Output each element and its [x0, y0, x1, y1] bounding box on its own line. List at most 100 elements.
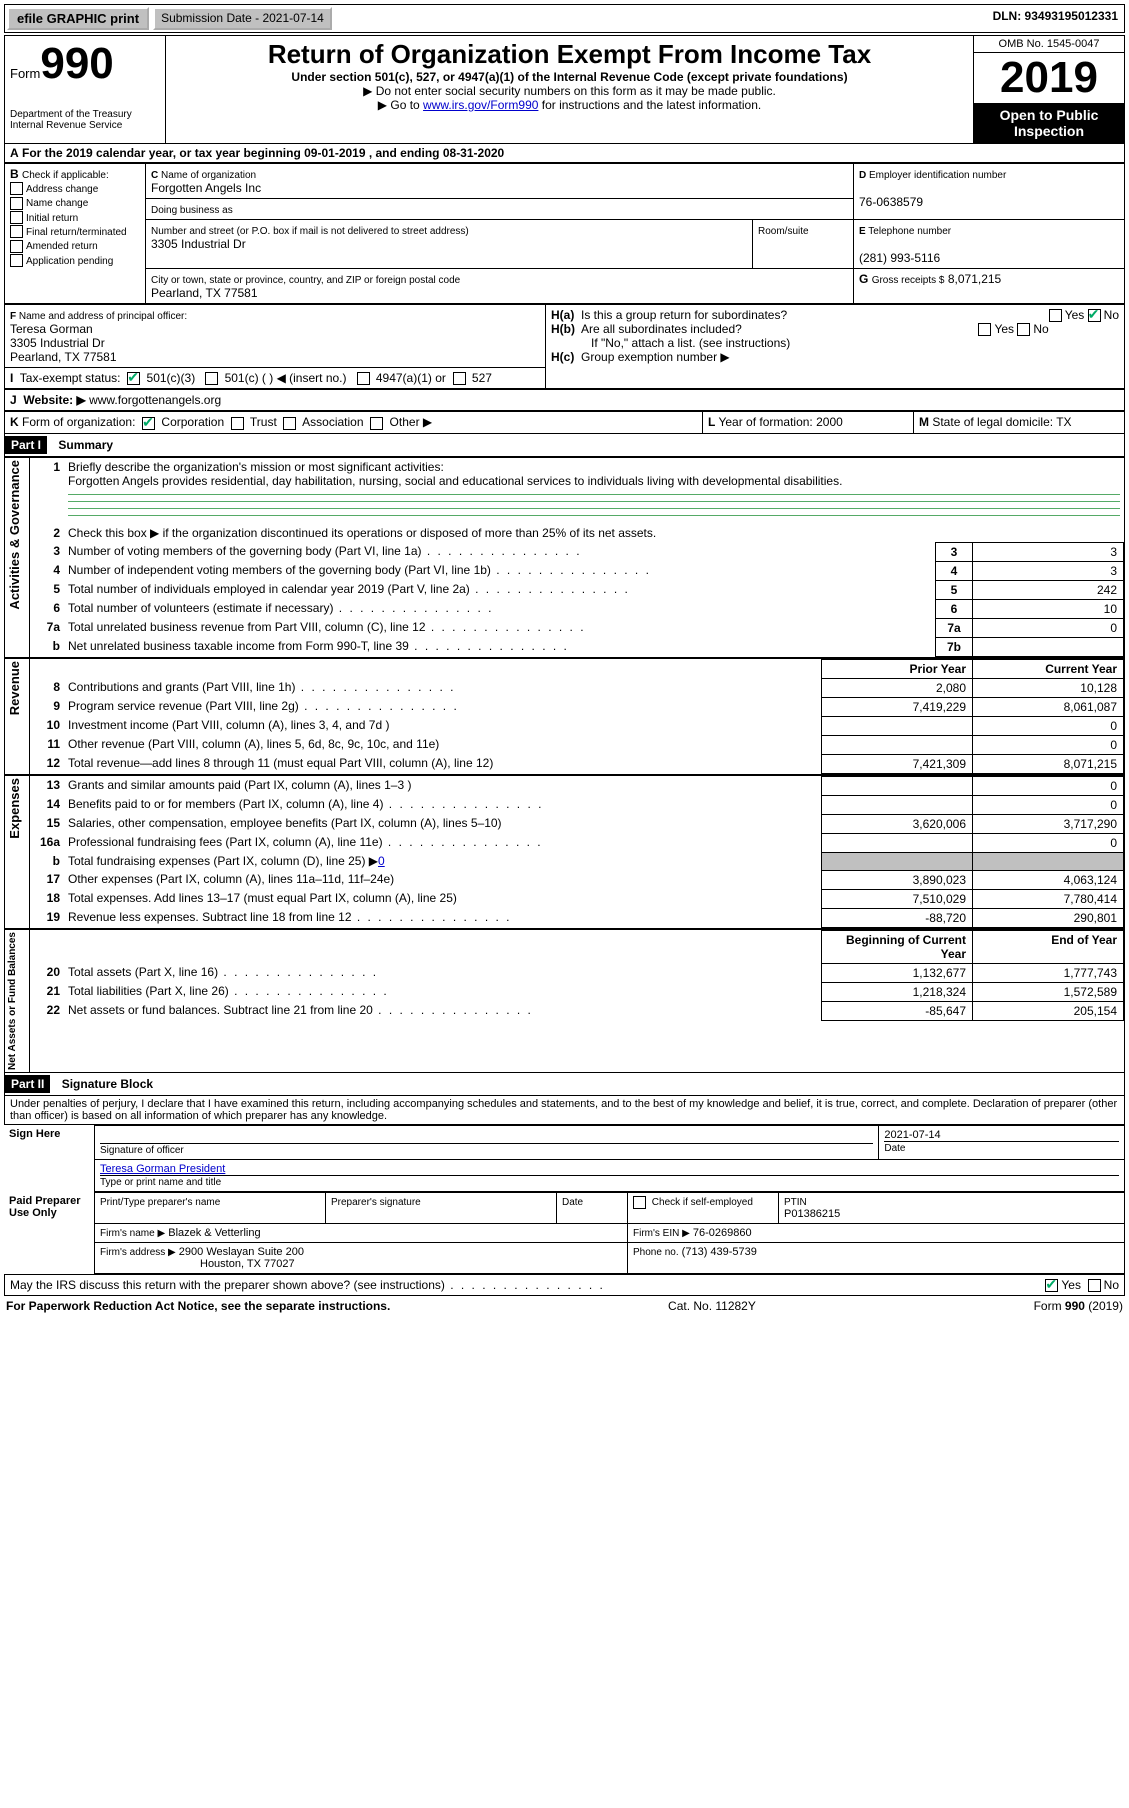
line5-val: 242: [973, 580, 1124, 599]
firm-addr2: Houston, TX 77027: [100, 1258, 295, 1270]
line5-desc: Total number of individuals employed in …: [64, 580, 936, 599]
check-address-change[interactable]: [10, 182, 23, 195]
ssn-notice: ▶ Do not enter social security numbers o…: [171, 84, 968, 98]
typed-name[interactable]: Teresa Gorman President: [100, 1163, 225, 1175]
firm-name: Blazek & Vetterling: [168, 1227, 260, 1239]
header-info-block: B Check if applicable: Address change Na…: [4, 163, 1125, 304]
line7a-desc: Total unrelated business revenue from Pa…: [64, 618, 936, 637]
prep-name-label: Print/Type preparer's name: [100, 1197, 220, 1208]
prep-date-label: Date: [562, 1197, 583, 1208]
f-label: Name and address of principal officer:: [19, 311, 187, 322]
check-name-change[interactable]: [10, 197, 23, 210]
form-word: Form: [10, 66, 40, 81]
city-value: Pearland, TX 77581: [151, 286, 258, 300]
i-501c3[interactable]: [127, 372, 140, 385]
topbar: efile GRAPHIC print Submission Date - 20…: [4, 4, 1125, 33]
efile-print-button[interactable]: efile GRAPHIC print: [7, 7, 149, 30]
l-label: Year of formation:: [718, 415, 812, 429]
c-name-label: Name of organization: [161, 170, 256, 181]
m-label: State of legal domicile:: [932, 415, 1053, 429]
phone-value: (281) 993-5116: [859, 251, 940, 265]
b-label: Check if applicable:: [22, 170, 109, 181]
q2-label: Check this box ▶ if the organization dis…: [68, 526, 656, 540]
city-label: City or town, state or province, country…: [151, 275, 460, 286]
perjury-declaration: Under penalties of perjury, I declare th…: [4, 1096, 1125, 1125]
typed-label: Type or print name and title: [100, 1177, 221, 1188]
footer-catno: Cat. No. 11282Y: [668, 1299, 756, 1313]
k-l-m-row: K Form of organization: Corporation Trus…: [4, 411, 1125, 433]
line7b-val: [973, 637, 1124, 656]
officer-addr2: Pearland, TX 77581: [10, 350, 117, 364]
sign-here-label: Sign Here: [4, 1125, 95, 1191]
col-prior: Prior Year: [822, 659, 973, 678]
part1-title: Summary: [50, 438, 113, 452]
gross-receipts: 8,071,215: [948, 272, 1001, 286]
tax-year: 2019: [974, 53, 1124, 103]
side-netassets: Net Assets or Fund Balances: [5, 930, 20, 1072]
line7b-desc: Net unrelated business taxable income fr…: [64, 637, 936, 656]
k-assoc[interactable]: [283, 417, 296, 430]
sig-date-value: 2021-07-14: [884, 1129, 940, 1141]
firm-ein-label: Firm's EIN ▶: [633, 1228, 690, 1239]
fundraising-link[interactable]: 0: [378, 854, 385, 868]
i-4947[interactable]: [357, 372, 370, 385]
k-trust[interactable]: [231, 417, 244, 430]
check-initial-return[interactable]: [10, 211, 23, 224]
col-current: Current Year: [973, 659, 1124, 678]
goto-instructions: ▶ Go to www.irs.gov/Form990 for instruct…: [171, 98, 968, 112]
check-final-return[interactable]: [10, 225, 23, 238]
omb-number: OMB No. 1545-0047: [974, 36, 1124, 53]
part1-bar: Part I: [5, 436, 47, 454]
street-value: 3305 Industrial Dr: [151, 237, 246, 251]
part1-body: Activities & Governance 1 Briefly descri…: [4, 457, 1125, 1073]
ha-yes[interactable]: [1049, 309, 1062, 322]
firm-ein: 76-0269860: [693, 1227, 752, 1239]
dept-irs: Internal Revenue Service: [10, 120, 160, 131]
line6-desc: Total number of volunteers (estimate if …: [64, 599, 936, 618]
i-501c[interactable]: [205, 372, 218, 385]
m-value: TX: [1056, 415, 1071, 429]
dept-treasury: Department of the Treasury: [10, 109, 160, 120]
i-527[interactable]: [453, 372, 466, 385]
form-subtitle: Under section 501(c), 527, or 4947(a)(1)…: [171, 70, 968, 84]
ptin-value: P01386215: [784, 1208, 840, 1220]
discuss-label: May the IRS discuss this return with the…: [10, 1278, 445, 1292]
hb-yes[interactable]: [978, 323, 991, 336]
hb-label: Are all subordinates included?: [581, 322, 742, 336]
paid-preparer-block: Paid Preparer Use Only Print/Type prepar…: [4, 1192, 1125, 1274]
check-amended[interactable]: [10, 240, 23, 253]
hb-no[interactable]: [1017, 323, 1030, 336]
dba-label: Doing business as: [151, 205, 233, 216]
street-label: Number and street (or P.O. box if mail i…: [151, 226, 469, 237]
line4-desc: Number of independent voting members of …: [64, 561, 936, 580]
footer-left: For Paperwork Reduction Act Notice, see …: [6, 1299, 390, 1313]
k-corp[interactable]: [142, 417, 155, 430]
e-label: Telephone number: [868, 226, 951, 237]
officer-addr1: 3305 Industrial Dr: [10, 336, 105, 350]
firm-addr1: 2900 Weslayan Suite 200: [179, 1246, 304, 1258]
footer-formno: Form 990 (2019): [1034, 1299, 1123, 1313]
side-expenses: Expenses: [5, 776, 24, 841]
form-number: 990: [40, 39, 113, 88]
discuss-no[interactable]: [1088, 1279, 1101, 1292]
ptin-label: PTIN: [784, 1197, 807, 1208]
part2-bar: Part II: [5, 1075, 50, 1093]
line7a-val: 0: [973, 618, 1124, 637]
sig-date-label: Date: [884, 1143, 905, 1154]
k-other[interactable]: [370, 417, 383, 430]
form-header: Form990 Department of the Treasury Inter…: [4, 35, 1125, 144]
firm-phone: (713) 439-5739: [682, 1246, 757, 1258]
d-label: Employer identification number: [869, 170, 1006, 181]
f-h-block: F Name and address of principal officer:…: [4, 304, 1125, 389]
k-label: Form of organization:: [22, 415, 135, 429]
check-app-pending[interactable]: [10, 254, 23, 267]
j-row: J Website: ▶ www.forgottenangels.org: [4, 389, 1125, 411]
row-a-tax-year: A For the 2019 calendar year, or tax yea…: [4, 144, 1125, 163]
ha-no[interactable]: [1088, 309, 1101, 322]
line6-val: 10: [973, 599, 1124, 618]
paid-preparer-label: Paid Preparer Use Only: [4, 1192, 95, 1273]
discuss-yes[interactable]: [1045, 1279, 1058, 1292]
dln-label: DLN: 93493195012331: [987, 5, 1124, 32]
check-self-employed[interactable]: [633, 1196, 646, 1209]
form990-link[interactable]: www.irs.gov/Form990: [423, 98, 538, 112]
